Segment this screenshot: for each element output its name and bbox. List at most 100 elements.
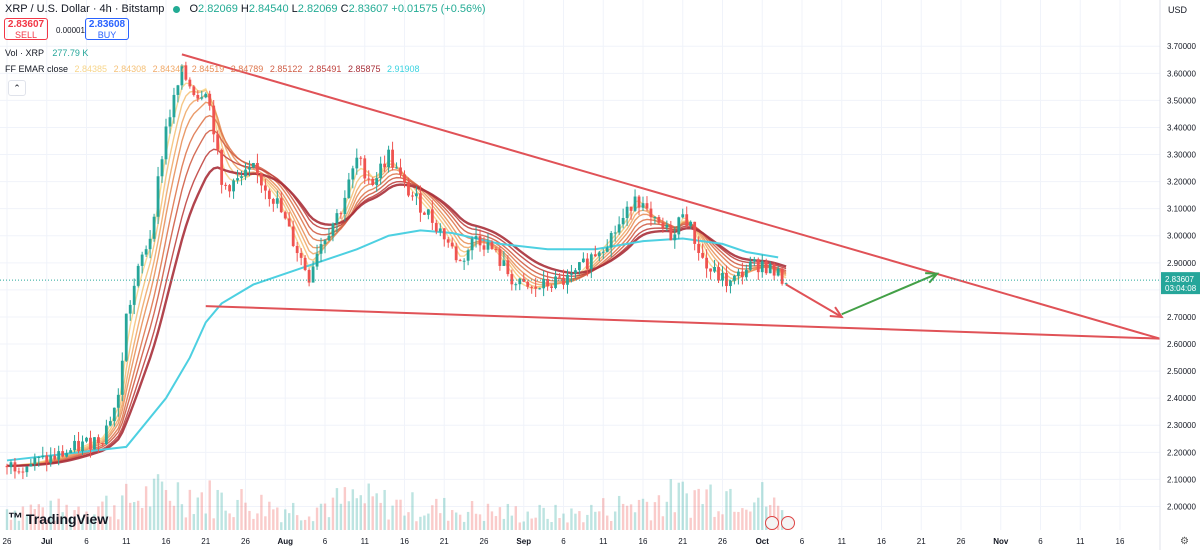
volume-bar	[383, 489, 386, 530]
y-tick-label: 3.70000	[1167, 42, 1196, 51]
volume-bar	[717, 511, 720, 530]
volume-bar	[172, 505, 176, 530]
arrow-up	[841, 272, 938, 316]
settings-gear-icon[interactable]: ⚙	[1180, 536, 1189, 547]
volume-bar	[407, 512, 410, 530]
buy-button[interactable]: 2.83608 BUY	[85, 18, 129, 40]
x-tick-label: 11	[1076, 537, 1085, 546]
x-tick-label: Jul	[41, 537, 53, 546]
sell-button[interactable]: 2.83607 SELL	[4, 18, 48, 40]
candle-body	[291, 226, 295, 246]
x-tick-label: 11	[122, 537, 131, 546]
arrow-down	[785, 283, 843, 318]
candle-body	[208, 93, 212, 106]
candle-body	[65, 453, 69, 457]
us-flag-icon[interactable]	[765, 516, 779, 530]
volume-bar	[522, 521, 525, 530]
emar-value-7: 2.85491	[308, 64, 342, 74]
volume-bar	[510, 515, 514, 530]
candle-body	[673, 234, 677, 241]
candle-body	[240, 176, 243, 179]
candle-body	[717, 266, 720, 281]
volume-bar	[327, 517, 331, 530]
volume-bar	[757, 497, 760, 530]
currency-label[interactable]: USD	[1168, 5, 1188, 15]
x-tick-label: 6	[800, 537, 805, 546]
candle-body	[542, 278, 546, 289]
volume-bar	[192, 514, 196, 530]
volume-bar	[701, 504, 704, 530]
volume-bar	[232, 517, 235, 530]
volume-value: 277.79 K	[52, 48, 89, 58]
candle-body	[164, 126, 168, 160]
candle-body	[661, 222, 665, 228]
volume-bar	[415, 521, 418, 530]
candle-body	[53, 455, 57, 460]
volume-bar	[466, 511, 470, 530]
volume-bar	[498, 507, 502, 530]
volume-bar	[395, 499, 398, 530]
volume-bar	[772, 497, 776, 530]
volume-bar	[303, 519, 307, 530]
volume-bar	[375, 493, 378, 530]
volume-bar	[478, 514, 482, 530]
volume-bar	[331, 497, 335, 530]
candle-body	[677, 217, 681, 235]
event-markers	[765, 516, 797, 535]
y-tick-label: 2.50000	[1167, 367, 1196, 376]
candle-body	[729, 280, 732, 287]
candle-body	[391, 149, 394, 168]
volume-legend[interactable]: Vol · XRP 277.79 K	[5, 48, 88, 58]
candle-body	[578, 262, 581, 271]
candle-body	[442, 228, 446, 240]
volume-bar	[13, 510, 17, 530]
candle-body	[5, 465, 9, 468]
candle-body	[685, 214, 689, 226]
volume-bar	[292, 502, 295, 530]
emar-legend[interactable]: FF EMAR close 2.84385 2.84308 2.84347 2.…	[5, 64, 420, 74]
candle-body	[768, 263, 772, 274]
x-tick-label: Sep	[516, 537, 531, 546]
volume-bar	[347, 501, 351, 530]
volume-bar	[371, 496, 374, 530]
us-flag-icon[interactable]	[781, 516, 795, 530]
candle-body	[101, 443, 104, 445]
candle-body	[705, 257, 708, 269]
collapse-legend-button[interactable]: ⌃	[8, 80, 26, 96]
volume-bar	[526, 511, 529, 530]
volume-bar	[140, 507, 144, 530]
volume-bar	[486, 503, 490, 530]
volume-bar	[133, 502, 136, 530]
y-tick-label: 3.60000	[1167, 69, 1196, 78]
candle-body	[347, 179, 351, 198]
y-tick-label: 2.30000	[1167, 421, 1196, 430]
candle-body	[593, 254, 597, 257]
candle-body	[327, 235, 331, 241]
volume-bar	[299, 520, 303, 530]
candle-body	[589, 254, 593, 270]
candle-body	[57, 451, 61, 460]
candle-body	[9, 462, 13, 468]
volume-bar	[737, 511, 740, 530]
candle-body	[585, 258, 589, 270]
volume-bar	[21, 506, 25, 530]
ema-ribbon-line	[6, 114, 787, 467]
volume-bar	[73, 510, 76, 530]
volume-bar	[729, 488, 732, 530]
candle-body	[295, 245, 299, 254]
symbol-header[interactable]: XRP / U.S. Dollar · 4h · Bitstamp O2.820…	[5, 3, 486, 15]
candle-body	[613, 232, 617, 234]
chevron-up-icon: ⌃	[13, 83, 21, 93]
candle-body	[351, 168, 355, 180]
candle-body	[514, 284, 518, 286]
candle-body	[430, 209, 434, 223]
volume-bar	[554, 504, 557, 530]
candle-body	[474, 236, 478, 239]
candle-body	[148, 238, 152, 250]
y-tick-label: 2.10000	[1167, 475, 1196, 484]
candle-body	[128, 304, 132, 314]
candle-body	[104, 425, 108, 444]
candle-body	[415, 193, 418, 197]
candle-body	[681, 214, 685, 218]
